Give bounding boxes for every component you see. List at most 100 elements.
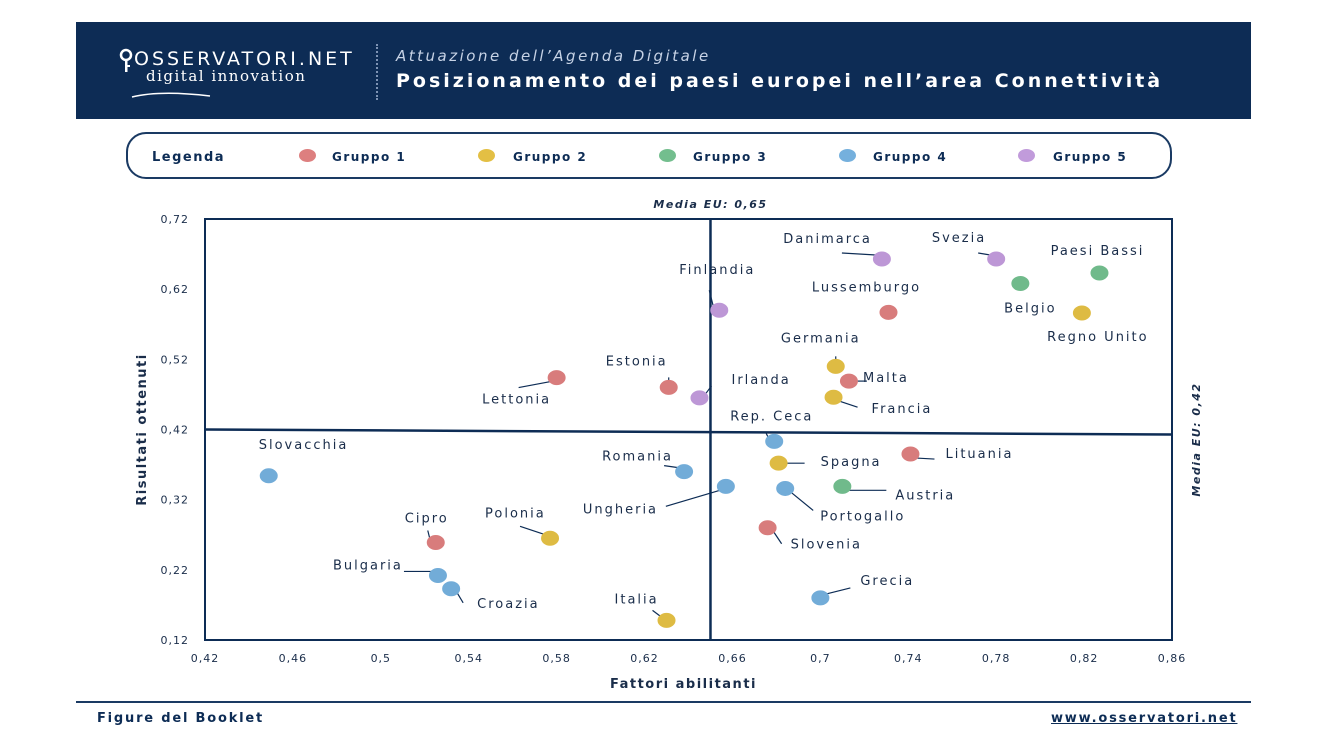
x-tick-label: 0,62	[630, 652, 659, 665]
leader-line	[826, 587, 851, 595]
leader-line	[652, 609, 661, 617]
x-tick-label: 0,82	[1070, 652, 1099, 665]
header-divider	[376, 44, 378, 100]
x-tick-label: 0,5	[371, 652, 392, 665]
leader-line	[705, 385, 712, 395]
y-tick-label: 0,32	[161, 494, 190, 507]
x-tick-label: 0,54	[454, 652, 483, 665]
key-icon	[119, 48, 133, 72]
data-point	[1011, 276, 1030, 292]
logo-swoosh	[131, 92, 211, 98]
leader-line	[708, 290, 714, 307]
leader-line	[456, 592, 464, 604]
legend-marker-group-1	[299, 149, 316, 162]
data-point	[901, 446, 920, 462]
data-point	[824, 389, 843, 405]
point-label: Belgio	[1004, 302, 1056, 317]
point-label: Portogallo	[820, 509, 905, 524]
point-label: Danimarca	[783, 232, 872, 247]
point-label: Austria	[895, 488, 955, 503]
point-label: Svezia	[932, 231, 986, 246]
data-point	[659, 379, 678, 395]
legend-marker-group-3	[659, 149, 676, 162]
data-point	[987, 251, 1006, 267]
point-label: Regno Unito	[1047, 330, 1148, 345]
data-point	[879, 304, 898, 320]
footer-caption: Figure del Booklet	[97, 711, 265, 726]
y-axis-title: Risultati ottenuti	[135, 353, 150, 505]
data-point	[839, 373, 858, 389]
leader-line	[665, 489, 721, 507]
footer-link[interactable]: www.osservatori.net	[1051, 711, 1238, 726]
point-label: Grecia	[860, 574, 914, 589]
point-label: Lituania	[945, 447, 1013, 462]
logo-wordmark: OSSERVATORI.NET	[134, 48, 355, 70]
legend-label-group-2: Gruppo 2	[513, 150, 588, 164]
point-label: Ungheria	[583, 502, 658, 517]
data-point	[690, 390, 709, 406]
x-tick-label: 0,74	[894, 652, 923, 665]
data-point	[259, 468, 278, 484]
point-label: Croazia	[477, 597, 539, 612]
point-label: Paesi Bassi	[1051, 244, 1145, 259]
data-point	[1090, 265, 1109, 281]
x-tick-label: 0,78	[982, 652, 1011, 665]
data-point	[872, 251, 891, 267]
eu-average-horizontal-line	[204, 428, 1173, 436]
header-subtitle: Attuazione dell’Agenda Digitale	[396, 47, 711, 65]
leader-line	[839, 400, 858, 408]
x-tick-label: 0,66	[718, 652, 747, 665]
point-label: Malta	[863, 371, 909, 386]
data-point	[657, 612, 676, 628]
leader-line	[790, 491, 814, 511]
logo-tagline: digital innovation	[146, 67, 307, 85]
legend-label-group-5: Gruppo 5	[1053, 150, 1128, 164]
point-label: Polonia	[485, 506, 546, 521]
point-label: Spagna	[821, 455, 882, 470]
leader-line	[519, 525, 545, 535]
point-label: Slovenia	[791, 538, 862, 553]
legend-label-group-3: Gruppo 3	[693, 150, 768, 164]
point-label: Estonia	[606, 354, 668, 369]
data-point	[833, 478, 852, 494]
y-tick-label: 0,62	[161, 283, 190, 296]
legend-label-group-4: Gruppo 4	[873, 150, 948, 164]
page-title: Posizionamento dei paesi europei nell’ar…	[396, 70, 1164, 92]
data-point	[716, 478, 735, 494]
point-label: Germania	[781, 331, 861, 346]
data-point	[547, 370, 566, 386]
legend-label-group-1: Gruppo 1	[332, 150, 407, 164]
x-tick-label: 0,46	[279, 652, 308, 665]
point-label: Lettonia	[482, 393, 551, 408]
header-banner	[76, 22, 1251, 119]
point-label: Lussemburgo	[812, 280, 921, 295]
leader-line	[978, 252, 991, 256]
legend-box	[126, 132, 1172, 179]
y-tick-label: 0,52	[161, 353, 190, 366]
data-point	[769, 455, 788, 471]
y-tick-label: 0,42	[161, 424, 190, 437]
point-label: Bulgaria	[333, 558, 403, 573]
point-label: Rep. Ceca	[730, 409, 813, 424]
point-label: Francia	[872, 402, 933, 417]
eu-average-horizontal-label: Media EU: 0,42	[1190, 382, 1203, 496]
legend-marker-group-2	[478, 149, 495, 162]
leader-line	[664, 465, 679, 469]
leader-line	[773, 531, 783, 545]
data-point	[826, 358, 845, 374]
x-tick-label: 0,7	[810, 652, 831, 665]
leader-line	[841, 252, 876, 256]
data-point	[541, 530, 560, 546]
data-point	[765, 433, 784, 449]
point-label: Slovacchia	[259, 438, 349, 453]
data-point	[1072, 305, 1091, 321]
point-label: Finlandia	[679, 263, 755, 278]
point-label: Italia	[615, 592, 659, 607]
data-point	[675, 464, 694, 480]
x-axis-title: Fattori abilitanti	[610, 677, 757, 692]
data-point	[442, 581, 461, 597]
data-point	[428, 567, 447, 583]
y-tick-label: 0,72	[161, 213, 190, 226]
x-tick-label: 0,86	[1158, 652, 1187, 665]
leader-line	[916, 457, 935, 460]
